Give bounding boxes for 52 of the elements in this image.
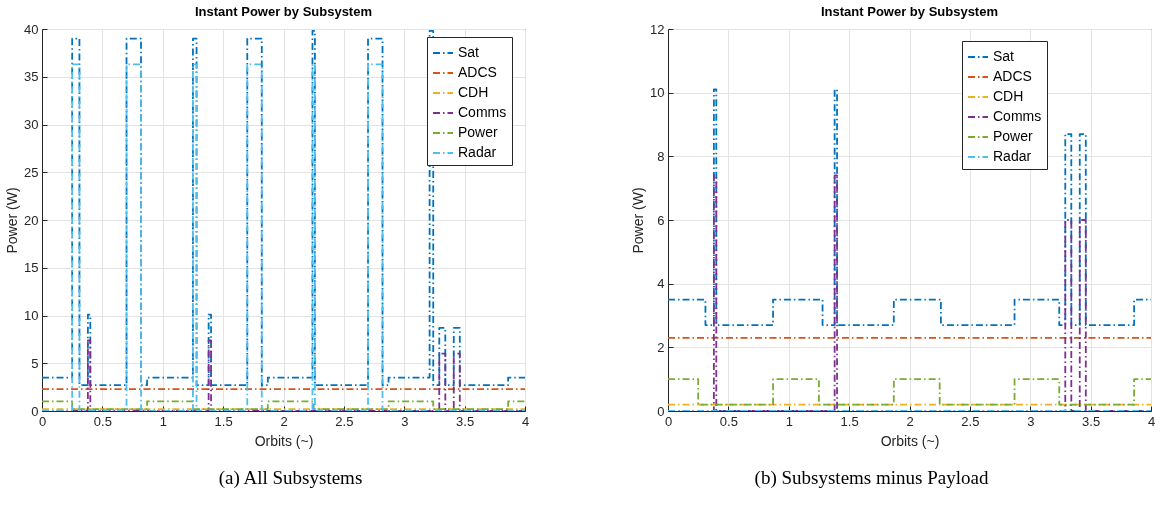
legend-label: Radar: [993, 148, 1032, 164]
x-tick-label: 3: [1027, 413, 1035, 429]
y-tick-label: 5: [31, 355, 39, 371]
x-tick-label: 1: [785, 413, 793, 429]
y-axis-title: Power (W): [630, 187, 647, 254]
y-tick-label: 0: [657, 403, 665, 419]
x-tick-label: 4: [521, 413, 530, 429]
y-tick-label: 25: [24, 164, 39, 180]
x-tick-label: 1: [159, 413, 167, 429]
chart-title: Instant Power by Subsystem: [821, 4, 998, 19]
y-tick-label: 10: [650, 85, 665, 101]
y-tick-label: 4: [657, 276, 665, 292]
y-tick-label: 20: [24, 212, 39, 228]
x-tick-label: 3: [401, 413, 409, 429]
x-tick-label: 2: [906, 413, 914, 429]
legend-label: CDH: [993, 88, 1024, 104]
x-tick-label: 1.5: [840, 413, 859, 429]
x-tick-label: 0.5: [719, 413, 738, 429]
y-tick-label: 10: [24, 308, 39, 323]
text: (a) All Subsystems: [217, 467, 364, 489]
x-tick-label: 0.5: [93, 413, 112, 429]
y-tick-label: 2: [657, 339, 665, 355]
y-tick-label: 12: [650, 21, 665, 37]
legend-label: Sat: [458, 44, 480, 60]
x-tick-label: 2: [280, 413, 288, 429]
x-tick-label: 2.5: [961, 413, 980, 429]
legend-label: CDH: [458, 84, 489, 100]
x-tick-label: 3.5: [1082, 413, 1101, 429]
x-axis-title: Orbits (~): [254, 432, 314, 449]
x-axis-title: Orbits (~): [880, 432, 940, 449]
y-tick-label: 40: [24, 21, 39, 37]
x-tick-label: 2.5: [335, 413, 354, 429]
y-tick-label: 0: [31, 403, 39, 419]
x-tick-label: 1.5: [214, 413, 233, 429]
y-tick-label: 6: [657, 212, 665, 228]
legend-label: Comms: [458, 104, 507, 120]
legend-label: ADCS: [993, 68, 1032, 84]
text: (b) Subsystems minus Payload: [753, 467, 990, 489]
legend-label: Comms: [993, 108, 1042, 124]
y-tick-label: 35: [24, 69, 39, 85]
y-tick-label: 30: [24, 117, 39, 132]
legend-label: Power: [993, 128, 1034, 144]
legend-label: Sat: [993, 48, 1015, 64]
legend-label: ADCS: [458, 64, 497, 80]
chart-title: Instant Power by Subsystem: [195, 4, 372, 19]
y-tick-label: 8: [657, 148, 665, 164]
x-tick-label: 3.5: [456, 413, 475, 429]
y-tick-label: 15: [24, 260, 39, 276]
x-tick-label: 4: [1147, 413, 1156, 429]
y-axis-title: Power (W): [4, 187, 21, 254]
legend-label: Power: [458, 124, 499, 140]
legend-label: Radar: [458, 144, 497, 160]
